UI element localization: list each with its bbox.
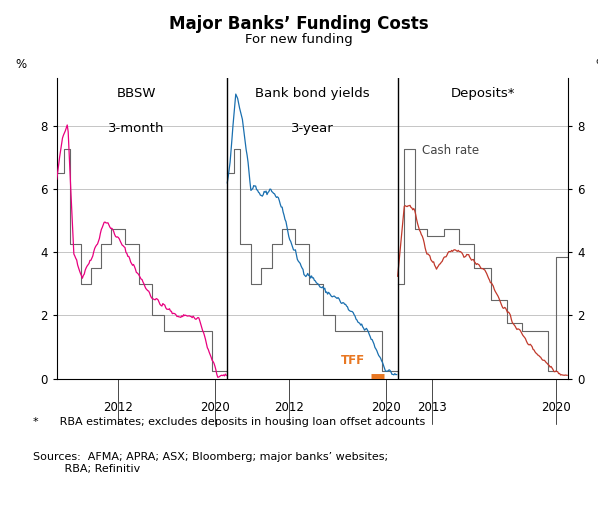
Text: Deposits*: Deposits*: [450, 87, 515, 100]
Text: Cash rate: Cash rate: [422, 144, 480, 158]
Text: %: %: [16, 58, 26, 71]
Text: 3-year: 3-year: [291, 122, 334, 135]
Text: 2020: 2020: [200, 401, 230, 415]
Text: 2012: 2012: [274, 401, 304, 415]
Text: Major Banks’ Funding Costs: Major Banks’ Funding Costs: [169, 15, 429, 33]
Text: For new funding: For new funding: [245, 33, 353, 46]
Text: Bank bond yields: Bank bond yields: [255, 87, 370, 100]
Text: BBSW: BBSW: [116, 87, 156, 100]
Text: 2012: 2012: [103, 401, 133, 415]
Text: 3-month: 3-month: [108, 122, 164, 135]
Text: %: %: [596, 58, 598, 71]
Text: Sources:  AFMA; APRA; ASX; Bloomberg; major banks’ websites;
         RBA; Refin: Sources: AFMA; APRA; ASX; Bloomberg; maj…: [33, 452, 388, 474]
Text: 2020: 2020: [541, 401, 571, 415]
Text: *      RBA estimates; excludes deposits in housing loan offset accounts: * RBA estimates; excludes deposits in ho…: [33, 417, 425, 427]
Text: 2020: 2020: [371, 401, 401, 415]
Text: TFF: TFF: [341, 354, 365, 367]
Text: 2013: 2013: [417, 401, 447, 415]
